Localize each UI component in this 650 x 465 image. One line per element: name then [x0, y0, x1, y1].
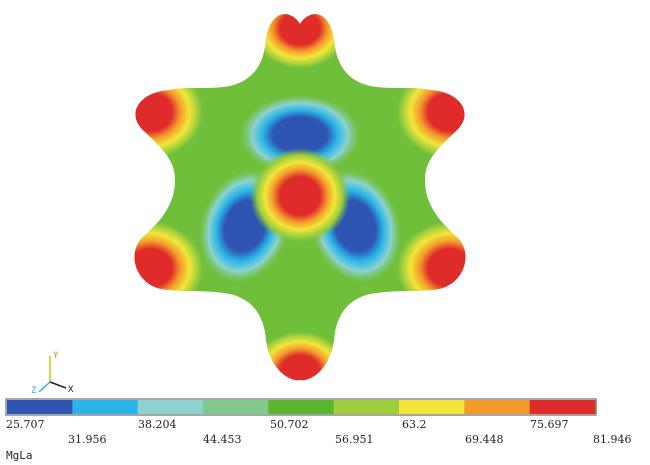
- tick-label: 56.951: [335, 433, 374, 446]
- legend-bin: [333, 400, 400, 414]
- legend-bin: [72, 400, 139, 414]
- legend-bin: [464, 400, 531, 414]
- z-axis-line: [38, 381, 51, 393]
- z-axis-label: Z: [31, 386, 37, 396]
- tip-top: [250, 14, 350, 70]
- legend-bin: [137, 400, 204, 414]
- tick-label: 50.702: [270, 418, 309, 431]
- legend-bin: [268, 400, 335, 414]
- x-axis-line: [49, 381, 67, 389]
- tick-label: 81.946: [593, 433, 632, 446]
- legend-bin: [7, 400, 73, 414]
- tip-lower-right: [395, 220, 466, 316]
- axis-triad: Y X Z: [31, 351, 74, 396]
- tick-label: 75.697: [530, 418, 569, 431]
- tick-label: 69.448: [465, 433, 504, 446]
- x-axis-label: X: [68, 385, 74, 395]
- lobe-top: [240, 95, 360, 175]
- tick-label: 31.956: [68, 433, 107, 446]
- y-axis-label: Y: [53, 351, 59, 361]
- tick-label: 63.2: [402, 418, 427, 431]
- star-field: [134, 14, 466, 381]
- legend-ticks: 25.707 38.204 50.702 63.2 75.697 31.956 …: [6, 418, 632, 446]
- tip-upper-right: [395, 64, 466, 160]
- legend-bin: [529, 400, 596, 414]
- legend-bar: [7, 400, 596, 414]
- legend-bin: [399, 400, 465, 414]
- legend-frame: [5, 398, 597, 416]
- center-spot: [250, 148, 350, 244]
- tip-lower-left: [134, 220, 205, 316]
- tip-upper-left: [134, 64, 205, 160]
- tick-label: 25.707: [6, 418, 45, 431]
- model-name: MgLa: [6, 449, 33, 462]
- legend-bin: [203, 400, 269, 414]
- tick-label: 38.204: [138, 418, 177, 431]
- tip-bottom: [250, 330, 350, 381]
- tick-label: 44.453: [203, 433, 242, 446]
